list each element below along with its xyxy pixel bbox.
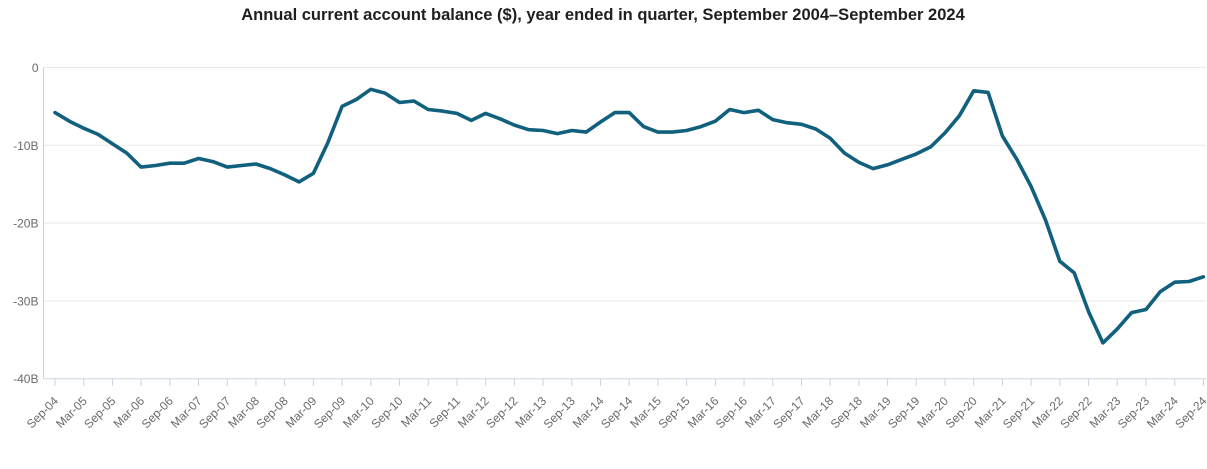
x-axis-tick-label: Sep-19 bbox=[885, 394, 922, 431]
x-axis-tick-label: Sep-09 bbox=[311, 394, 348, 431]
y-axis-tick-label: -10B bbox=[13, 139, 38, 153]
x-axis-tick-label: Sep-12 bbox=[483, 394, 520, 431]
x-axis-tick-label: Sep-14 bbox=[598, 394, 635, 431]
x-axis-tick-label: Sep-21 bbox=[1000, 394, 1037, 431]
x-axis-tick-label: Sep-10 bbox=[368, 394, 405, 431]
x-axis-tick-label: Sep-24 bbox=[1172, 394, 1207, 431]
axes-layer bbox=[43, 67, 1206, 386]
x-axis-tick-label: Sep-23 bbox=[1115, 394, 1152, 431]
y-axis-tick-label: -20B bbox=[13, 217, 38, 231]
x-axis-tick-label: Sep-20 bbox=[943, 394, 980, 431]
x-axis-tick-label: Sep-05 bbox=[81, 394, 118, 431]
x-axis-tick-label: Sep-13 bbox=[541, 394, 578, 431]
current-account-balance-line bbox=[53, 87, 1206, 345]
y-axis-tick-label: 0 bbox=[32, 61, 39, 75]
x-axis-tick-label: Sep-08 bbox=[254, 394, 291, 431]
y-axis-tick-label: -30B bbox=[13, 294, 38, 308]
x-axis-tick-label: Sep-07 bbox=[196, 394, 233, 431]
x-axis-tick-label: Sep-04 bbox=[24, 394, 61, 431]
x-axis-tick-label: Sep-15 bbox=[655, 394, 692, 431]
x-axis-tick-label: Sep-11 bbox=[426, 394, 463, 431]
x-axis-tick-label: Sep-16 bbox=[713, 394, 750, 431]
y-axis-tick-label: -40B bbox=[13, 372, 38, 386]
gridlines-layer bbox=[43, 67, 1206, 302]
data-series-layer bbox=[53, 87, 1206, 345]
x-axis-tick-label: Sep-18 bbox=[828, 394, 865, 431]
chart-title: Annual current account balance ($), year… bbox=[241, 6, 965, 24]
x-axis-tick-label: Sep-17 bbox=[770, 394, 807, 431]
x-axis-tick-label: Sep-22 bbox=[1057, 394, 1094, 431]
x-axis-tick-label: Sep-06 bbox=[139, 394, 176, 431]
